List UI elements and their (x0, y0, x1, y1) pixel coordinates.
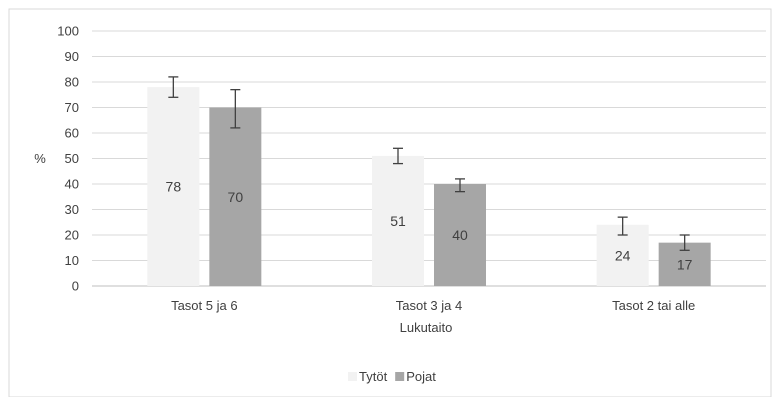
bar (147, 87, 200, 286)
y-tick-label: 70 (65, 100, 79, 115)
y-tick-label: 0 (72, 279, 79, 294)
y-tick-label: 30 (65, 202, 79, 217)
legend-swatch (348, 372, 357, 381)
y-axis-label: % (34, 151, 46, 166)
x-tick-label: Tasot 3 ja 4 (396, 298, 463, 313)
x-axis-label: Lukutaito (400, 320, 453, 335)
bar (434, 184, 486, 286)
data-label: 17 (677, 256, 693, 272)
data-label: 78 (166, 179, 182, 195)
y-tick-label: 40 (65, 177, 79, 192)
bar (372, 155, 424, 286)
x-tick-label: Tasot 5 ja 6 (171, 298, 238, 313)
data-label: 40 (452, 227, 468, 243)
y-tick-label: 20 (65, 228, 79, 243)
data-label: 24 (615, 247, 631, 263)
legend-label: Tytöt (359, 369, 388, 384)
data-label: 51 (390, 213, 406, 229)
y-tick-label: 80 (65, 75, 79, 90)
y-tick-label: 50 (65, 151, 79, 166)
legend-label: Pojat (406, 369, 436, 384)
bar (209, 107, 262, 286)
y-tick-label: 90 (65, 49, 79, 64)
y-tick-label: 60 (65, 126, 79, 141)
data-label: 70 (228, 189, 244, 205)
y-tick-label: 100 (57, 24, 79, 39)
legend-swatch (395, 372, 405, 381)
y-tick-label: 10 (65, 253, 79, 268)
x-tick-label: Tasot 2 tai alle (612, 298, 695, 313)
